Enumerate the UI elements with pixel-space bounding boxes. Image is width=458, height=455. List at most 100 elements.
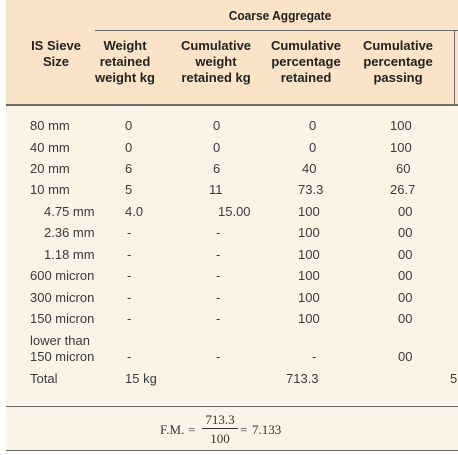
cell-size: 20 mm — [30, 161, 70, 176]
cell-cum-weight: 0 — [213, 140, 221, 155]
cell-weight: - — [127, 225, 132, 240]
cell-cum-pct-retained: - — [312, 349, 317, 364]
cell-cum-pct-passing: 00 — [398, 311, 413, 326]
cell-size: Total — [30, 371, 58, 386]
cell-cum-pct-retained: 100 — [298, 268, 320, 283]
cell-cum-pct-passing: 00 — [398, 268, 413, 283]
header-line: retained kg — [181, 70, 251, 85]
cell-cum-pct-retained: 713.3 — [286, 371, 319, 386]
header-bottom-rule — [6, 104, 458, 106]
table-row: 150 micron - - - 00 — [6, 349, 458, 369]
cell-cum-pct-passing: 26.7 — [390, 182, 416, 197]
cell-size: 300 micron — [30, 290, 95, 305]
cell-cum-pct-passing: 00 — [398, 290, 413, 305]
cell-cum-pct-retained: 100 — [298, 225, 320, 240]
fm-result: 7.133 — [252, 422, 282, 437]
fm-fraction-bar — [202, 428, 238, 429]
cell-weight: - — [127, 268, 132, 283]
group-title: Coarse Aggregate — [228, 8, 332, 23]
cell-size: 150 micron — [30, 349, 95, 364]
fineness-modulus-formula: F.M. = 713.3 100 = 7.133 — [160, 410, 360, 446]
cell-cum-weight: 15.00 — [218, 204, 251, 219]
cell-cum-weight: - — [216, 349, 221, 364]
cell-cum-pct-retained: 0 — [309, 140, 317, 155]
cell-size: 600 micron — [30, 268, 95, 283]
cell-cum-pct-retained: 73.3 — [298, 182, 324, 197]
header-line: passing — [373, 70, 423, 85]
cell-size: 2.36 mm — [44, 225, 95, 240]
cell-size: 150 micron — [30, 311, 95, 326]
header-line: retained — [280, 70, 332, 85]
header-line: Cumulative — [180, 38, 252, 53]
header-line: retained — [99, 54, 151, 69]
cell-cum-weight: - — [216, 311, 221, 326]
fm-equals: = — [188, 422, 196, 437]
header-cumulative-pct-retained: Cumulative percentage retained — [266, 38, 346, 86]
header-underline — [95, 30, 458, 31]
cell-cum-pct-passing: 00 — [398, 247, 413, 262]
cell-size: 40 mm — [30, 140, 70, 155]
cell-cut-off: 5 — [450, 371, 458, 386]
header-line: Size — [42, 54, 69, 69]
table-row: 1.18 mm - - 100 00 — [6, 247, 458, 267]
table-row: 20 mm 6 6 40 60 — [6, 161, 458, 181]
table-row: 600 micron - - 100 00 — [6, 268, 458, 288]
table-row: 2.36 mm - - 100 00 — [6, 225, 458, 245]
cell-weight: 6 — [125, 161, 133, 176]
fm-bottom-rule — [6, 450, 458, 451]
header-cumulative-weight: Cumulative weight retained kg — [176, 38, 256, 86]
right-edge-rule — [454, 30, 455, 104]
header-line: weight kg — [95, 70, 155, 85]
cell-weight: 0 — [125, 140, 133, 155]
header-weight-retained: Weight retained weight kg — [92, 38, 158, 86]
cell-cum-weight: - — [216, 268, 221, 283]
cell-size: 4.75 mm — [44, 204, 95, 219]
cell-size: lower than — [30, 333, 90, 348]
cell-weight: 5 — [125, 182, 133, 197]
table-row: 80 mm 0 0 0 100 — [6, 118, 458, 138]
cell-cum-pct-retained: 100 — [298, 204, 320, 219]
table-row: 300 micron - - 100 00 — [6, 290, 458, 310]
cell-cum-weight: 0 — [213, 118, 221, 133]
header-line: Cumulative — [362, 38, 434, 53]
cell-size: 1.18 mm — [44, 247, 95, 262]
cell-cum-pct-passing: 60 — [396, 161, 411, 176]
cell-weight: 0 — [125, 118, 133, 133]
fm-denominator: 100 — [210, 431, 230, 446]
cell-cum-pct-passing: 00 — [398, 349, 413, 364]
header-cumulative-pct-passing: Cumulative percentage passing — [358, 38, 438, 86]
header-line: Cumulative — [270, 38, 342, 53]
cell-cum-weight: - — [216, 247, 221, 262]
header-line: IS Sieve — [31, 38, 81, 53]
cell-cum-weight: - — [216, 290, 221, 305]
cell-cum-pct-retained: 0 — [309, 118, 317, 133]
header-line: weight — [195, 54, 237, 69]
cell-weight: 4.0 — [125, 204, 144, 219]
header-line: percentage — [363, 54, 433, 69]
cell-weight: - — [127, 290, 132, 305]
cell-cum-weight: - — [216, 225, 221, 240]
table-row: 40 mm 0 0 0 100 — [6, 140, 458, 160]
cell-cum-pct-retained: 100 — [298, 290, 320, 305]
cell-size: 80 mm — [30, 118, 70, 133]
table-row: Total 15 kg 713.3 5 — [6, 371, 458, 391]
fm-equals-2: = — [240, 422, 248, 437]
cell-size: 10 mm — [30, 182, 70, 197]
cell-cum-pct-passing: 00 — [398, 204, 413, 219]
fm-numerator: 713.3 — [205, 412, 235, 427]
cell-cum-weight: 11 — [209, 182, 223, 197]
cell-cum-pct-passing: 00 — [398, 225, 413, 240]
cell-cum-pct-retained: 40 — [302, 161, 317, 176]
table-row: 10 mm 5 11 73.3 26.7 — [6, 182, 458, 202]
header-line: Weight — [103, 38, 147, 53]
fm-label: F.M. — [160, 422, 185, 437]
cell-weight: 15 kg — [125, 371, 157, 386]
cell-cum-pct-retained: 100 — [298, 311, 320, 326]
cell-cum-pct-passing: 100 — [390, 140, 412, 155]
cell-weight: - — [127, 247, 132, 262]
table-row: 150 micron - - 100 00 — [6, 311, 458, 331]
table-row: 4.75 mm 4.0 15.00 100 00 — [6, 204, 458, 224]
cell-cum-weight: 6 — [213, 161, 221, 176]
table-row: lower than — [6, 333, 458, 353]
cell-weight: - — [127, 349, 132, 364]
